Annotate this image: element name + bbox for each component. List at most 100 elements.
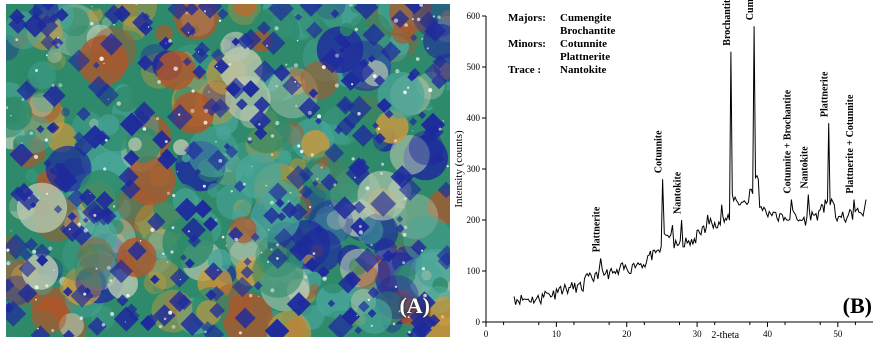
crystal-highlight bbox=[359, 225, 362, 228]
azurite-crystal bbox=[84, 287, 91, 295]
azurite-crystal bbox=[82, 217, 89, 224]
azurite-crystal bbox=[54, 7, 69, 22]
azurite-crystal bbox=[398, 178, 422, 201]
crystal-highlight bbox=[317, 114, 322, 119]
crystal-highlight bbox=[139, 240, 142, 242]
azurite-crystal bbox=[184, 4, 199, 16]
crystal-highlight bbox=[380, 172, 384, 175]
crystal-highlight bbox=[285, 63, 288, 66]
mineral-patch bbox=[90, 4, 101, 11]
azurite-crystal bbox=[18, 259, 37, 278]
mineral-photo bbox=[6, 4, 450, 337]
azurite-crystal bbox=[194, 41, 210, 58]
azurite-crystal bbox=[35, 14, 59, 38]
azurite-crystal bbox=[118, 166, 139, 188]
crystal-highlight bbox=[276, 243, 279, 247]
crystal-highlight bbox=[377, 127, 380, 131]
mineral-patch bbox=[252, 246, 304, 298]
azurite-crystal bbox=[209, 302, 225, 319]
xrd-chart: 0 100 200 300 400 500 600 0 10 20 30 40 50 2-theta Int… bbox=[453, 0, 873, 341]
diffraction-pattern-line bbox=[513, 26, 867, 306]
crystal-highlight bbox=[354, 176, 356, 179]
crystal-highlight bbox=[393, 18, 399, 23]
mineral-photo-panel: (A) bbox=[6, 4, 450, 337]
azurite-crystal bbox=[334, 125, 343, 135]
legend-row-minors: Minors: Cotunnite bbox=[508, 38, 615, 51]
azurite-crystal bbox=[410, 239, 427, 256]
x-tick-label: 40 bbox=[763, 329, 773, 339]
azurite-crystal bbox=[24, 237, 39, 252]
mineral-patch bbox=[128, 137, 142, 152]
crystal-highlight bbox=[135, 4, 138, 6]
azurite-crystal bbox=[28, 4, 43, 20]
azurite-crystal bbox=[225, 77, 247, 100]
azurite-crystal bbox=[231, 37, 241, 47]
mineral-patch bbox=[389, 135, 430, 175]
crystal-highlight bbox=[354, 27, 358, 32]
azurite-crystal bbox=[95, 83, 119, 107]
legend-value: Nantokite bbox=[560, 64, 607, 76]
azurite-crystal bbox=[362, 23, 386, 47]
azurite-crystal bbox=[432, 54, 447, 69]
crystal-highlight bbox=[372, 74, 377, 78]
azurite-crystal bbox=[201, 321, 215, 335]
crystal-highlight bbox=[270, 288, 275, 293]
crystal-highlight bbox=[48, 246, 53, 251]
crystal-highlight bbox=[303, 275, 308, 279]
crystal-highlight bbox=[204, 108, 209, 113]
mineral-patch bbox=[187, 126, 239, 178]
crystal-highlight bbox=[93, 213, 97, 217]
crystal-highlight bbox=[394, 285, 398, 288]
y-tick-label: 100 bbox=[467, 266, 481, 276]
azurite-crystal bbox=[153, 304, 176, 327]
crystal-highlight bbox=[73, 145, 75, 147]
y-tick-label: 0 bbox=[476, 317, 481, 327]
crystal-highlight bbox=[415, 57, 420, 61]
mineral-patch bbox=[228, 4, 261, 26]
crystal-highlight bbox=[446, 165, 449, 168]
crystal-highlight bbox=[287, 200, 290, 203]
azurite-crystal bbox=[340, 38, 352, 50]
azurite-crystal bbox=[288, 239, 312, 262]
azurite-crystal bbox=[335, 95, 355, 115]
azurite-crystal bbox=[396, 215, 404, 223]
crystal-highlight bbox=[310, 153, 314, 157]
azurite-crystal bbox=[234, 307, 256, 329]
crystal-highlight bbox=[203, 10, 207, 13]
crystal-highlight bbox=[95, 267, 98, 270]
mineral-patch bbox=[89, 118, 99, 129]
crystal-highlight bbox=[322, 276, 327, 281]
mineral-patch bbox=[25, 169, 39, 183]
azurite-crystal bbox=[315, 117, 322, 125]
x-tick-label: 20 bbox=[622, 329, 632, 339]
mineral-patch bbox=[74, 243, 119, 287]
azurite-crystal bbox=[263, 207, 281, 225]
crystal-highlight bbox=[275, 85, 278, 88]
crystal-highlight bbox=[348, 4, 354, 7]
crystal-highlight bbox=[158, 324, 163, 329]
crystal-highlight bbox=[178, 113, 181, 116]
azurite-crystal bbox=[204, 262, 223, 281]
azurite-crystal bbox=[395, 224, 405, 234]
azurite-crystal bbox=[367, 286, 380, 299]
crystal-highlight bbox=[168, 310, 173, 315]
azurite-crystal bbox=[180, 21, 196, 38]
azurite-crystal bbox=[169, 268, 190, 288]
crystal-highlight bbox=[218, 19, 222, 22]
azurite-crystal bbox=[103, 4, 125, 25]
y-tick-label: 400 bbox=[467, 113, 481, 123]
crystal-highlight bbox=[202, 184, 206, 188]
azurite-crystal bbox=[367, 308, 377, 318]
mineral-patch bbox=[309, 283, 321, 295]
peak-annotation: Brochantite bbox=[722, 0, 733, 46]
azurite-crystal bbox=[17, 283, 38, 304]
azurite-crystal bbox=[344, 271, 356, 283]
crystal-highlight bbox=[258, 123, 261, 126]
crystal-highlight bbox=[265, 184, 268, 187]
crystal-highlight bbox=[276, 124, 278, 126]
crystal-highlight bbox=[166, 261, 169, 264]
azurite-crystal bbox=[132, 11, 154, 33]
crystal-highlight bbox=[403, 225, 408, 230]
crystal-highlight bbox=[270, 134, 275, 138]
crystal-highlight bbox=[162, 252, 165, 255]
